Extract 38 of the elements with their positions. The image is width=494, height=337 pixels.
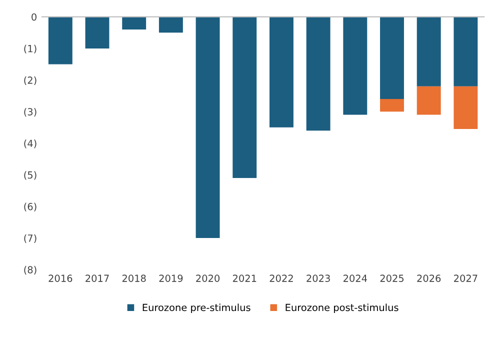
bar [380,16,404,99]
x-tick-label: 2020 [196,274,220,282]
y-tick-label: (2) [24,76,36,86]
bar [85,16,110,48]
bar [454,86,478,130]
legend-label: Eurozone post-stimulus [286,304,398,314]
legend-label: Eurozone pre-stimulus [142,304,250,314]
x-tick-label: 2018 [122,274,146,282]
y-tick-label: (6) [24,202,36,212]
bar [196,16,220,238]
bar [158,16,183,33]
y-tick-label: (5) [24,171,36,180]
x-tick-label: 2025 [380,274,404,282]
y-tick-label: 0 [32,13,36,21]
bar [232,16,257,178]
x-tick-label: 2021 [232,274,256,282]
bar [270,16,294,128]
y-tick-label: (8) [24,266,36,275]
bar [306,16,330,131]
bar [48,16,72,64]
y-tick-label: (4) [24,140,36,148]
bar [416,86,441,115]
y-tick-label: (3) [24,108,36,117]
x-tick-label: 2016 [48,274,72,282]
x-tick-label: 2022 [270,274,293,282]
x-tick-label: 2019 [159,274,183,282]
x-tick-label: 2024 [344,274,367,282]
x-tick-label: 2026 [417,274,441,282]
bar [122,16,146,30]
bar [416,16,441,86]
bar [343,16,368,115]
x-tick-label: 2027 [454,274,478,282]
x-tick-label: 2023 [306,274,330,282]
x-tick-label: 2017 [86,274,109,282]
y-tick-label: (7) [24,234,36,243]
bar [380,98,404,112]
bar [454,16,478,86]
y-tick-label: (1) [24,44,36,54]
